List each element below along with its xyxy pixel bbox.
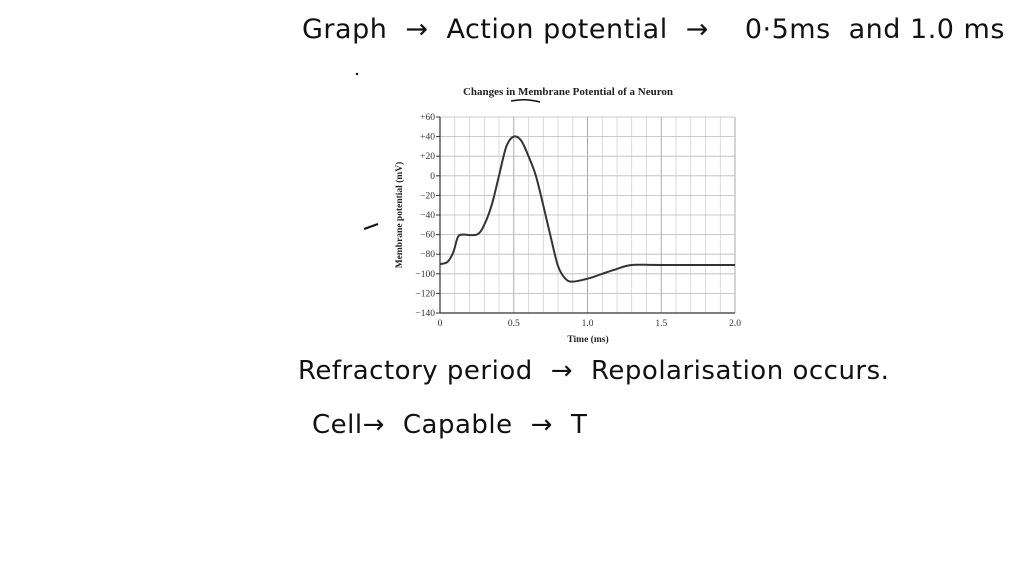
y-tick-label: −60 [420,231,435,241]
y-tick-label: 0 [430,172,435,182]
note-line-cell: Cell→ Capable → T [312,410,605,440]
y-tick-label: −40 [420,211,435,221]
x-tick-label: 2.0 [729,319,741,329]
note-line-refractory: Refractory period → Repolarisation occurs. [298,356,907,386]
note-word: Repolarisation occurs. [591,356,890,386]
y-tick-label: +20 [420,152,435,162]
y-tick-label: −100 [415,270,435,280]
x-tick-label: 1.0 [582,319,594,329]
note-word: Action potential [446,14,668,45]
y-tick-label: −120 [415,289,435,299]
grid [439,116,736,314]
arrow: → [530,410,553,440]
y-tick-label: +60 [420,113,435,123]
y-axis-label: Membrane potential (mV) [394,162,405,269]
y-tick-label: +40 [420,133,435,143]
y-ticks: +60 +40 +20 0 −20 −40 −60 −80 −100 −120 −140 [415,113,440,319]
arrow: → [550,356,574,386]
underline-mark [510,98,541,103]
note-word: 0·5ms [744,14,831,45]
y-tick-label: −80 [420,250,435,260]
y-tick-label: −140 [415,309,435,319]
x-tick-label: 0 [438,319,443,329]
arrow: → [405,14,429,45]
note-line-graph: Graph → Action potential → 0·5ms and 1.0 ms [302,14,1023,45]
x-ticks: 0 0.5 1.0 1.5 2.0 [438,319,742,329]
x-tick-label: 0.5 [508,319,520,329]
x-tick-label: 1.5 [655,319,667,329]
note-word: Cell→ [312,410,385,440]
note-word: Graph [302,14,388,45]
note-word: Capable [402,410,513,440]
chart-title: Changes in Membrane Potential of a Neuro… [463,86,673,98]
y-tick-label: −20 [420,191,435,201]
potential-line [439,135,735,283]
x-axis-label: Time (ms) [567,334,608,345]
note-word: T [570,410,588,440]
arrow: → [685,14,709,45]
note-word: Refractory period [298,356,533,386]
note-word: and 1.0 ms [848,14,1005,45]
stray-mark [363,223,379,230]
stray-dot [355,72,359,76]
